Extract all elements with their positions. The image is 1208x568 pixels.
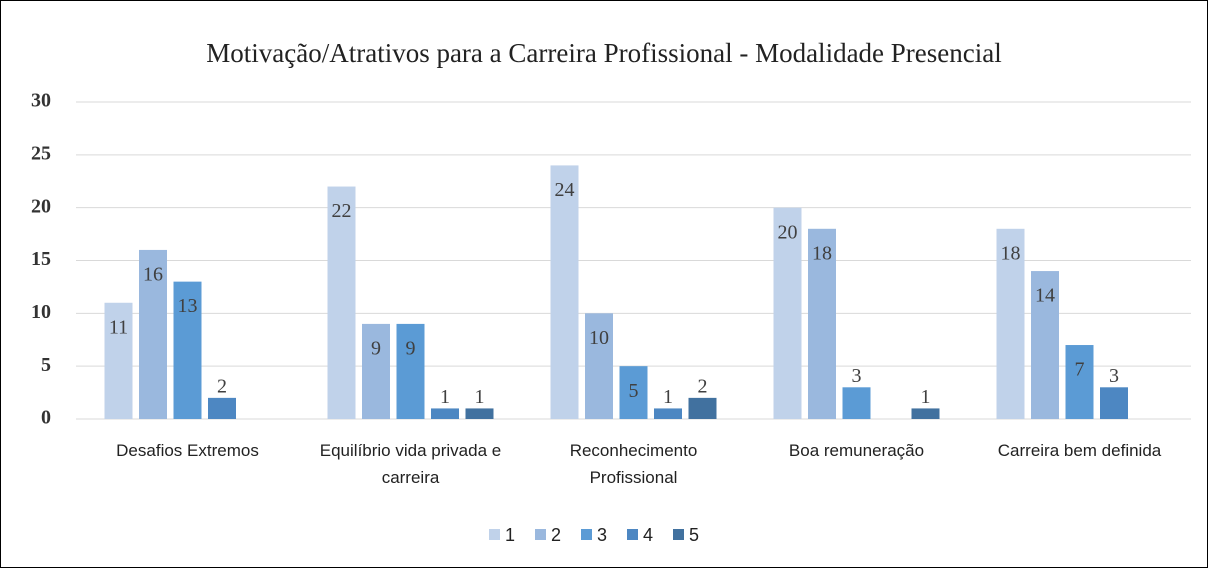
legend-swatch xyxy=(535,529,546,540)
value-label: 9 xyxy=(406,337,416,359)
bar xyxy=(688,397,717,419)
y-tick-label: 0 xyxy=(41,407,51,429)
value-label: 20 xyxy=(778,221,798,243)
legend-label: 5 xyxy=(689,525,699,545)
value-label: 1 xyxy=(921,386,931,408)
legend-swatch xyxy=(489,529,500,540)
bar xyxy=(808,228,836,419)
bar xyxy=(996,228,1025,419)
legend-label: 3 xyxy=(597,525,607,545)
y-tick-label: 5 xyxy=(41,354,51,376)
legend-swatch xyxy=(627,529,638,540)
bar xyxy=(585,313,613,419)
value-label: 2 xyxy=(217,375,227,397)
bar xyxy=(173,281,202,419)
legend-label: 2 xyxy=(551,525,561,545)
bar xyxy=(1065,345,1094,419)
bar xyxy=(842,387,871,419)
x-tick-label: Boa remuneração xyxy=(788,441,925,460)
value-label: 9 xyxy=(371,337,381,359)
x-tick-label: Desafios Extremos xyxy=(116,441,259,460)
y-tick-label: 20 xyxy=(31,195,51,217)
y-tick-label: 10 xyxy=(31,301,51,323)
value-label: 7 xyxy=(1075,359,1085,381)
value-label: 3 xyxy=(1109,365,1119,387)
bar xyxy=(773,207,802,419)
x-tick-label: Equilíbrio vida privada e carreira xyxy=(319,441,502,487)
x-tick-label: Reconhecimento Profissional xyxy=(569,441,698,487)
bar xyxy=(911,408,940,419)
value-label: 2 xyxy=(698,375,708,397)
value-label: 16 xyxy=(143,264,163,286)
legend-label: 1 xyxy=(505,525,515,545)
bar xyxy=(208,397,236,419)
bar xyxy=(104,302,133,419)
bar xyxy=(431,408,459,419)
value-label: 1 xyxy=(663,386,673,408)
bar xyxy=(1031,271,1059,419)
value-label: 3 xyxy=(852,365,862,387)
y-tick-label: 30 xyxy=(31,90,51,112)
value-label: 1 xyxy=(440,386,450,408)
bar xyxy=(654,408,682,419)
legend-swatch xyxy=(581,529,592,540)
x-tick-label: Carreira bem definida xyxy=(997,441,1162,460)
y-tick-label: 25 xyxy=(31,142,51,164)
value-label: 5 xyxy=(629,380,639,402)
legend-swatch xyxy=(673,529,684,540)
value-label: 1 xyxy=(475,386,485,408)
bar xyxy=(396,323,425,419)
value-label: 13 xyxy=(178,295,198,317)
value-label: 22 xyxy=(332,200,352,222)
value-label: 10 xyxy=(589,327,609,349)
legend-label: 4 xyxy=(643,525,653,545)
bar xyxy=(1100,387,1128,419)
bar xyxy=(362,323,390,419)
bar xyxy=(619,366,648,419)
bar xyxy=(465,408,494,419)
value-label: 18 xyxy=(812,242,832,264)
chart-title: Motivação/Atrativos para a Carreira Prof… xyxy=(206,38,1002,68)
value-label: 24 xyxy=(555,179,575,201)
value-label: 14 xyxy=(1035,285,1055,307)
bar xyxy=(550,165,579,419)
bar xyxy=(139,249,167,419)
y-tick-label: 15 xyxy=(31,248,51,270)
value-label: 11 xyxy=(109,316,128,338)
bar xyxy=(327,186,356,419)
value-label: 18 xyxy=(1001,242,1021,264)
